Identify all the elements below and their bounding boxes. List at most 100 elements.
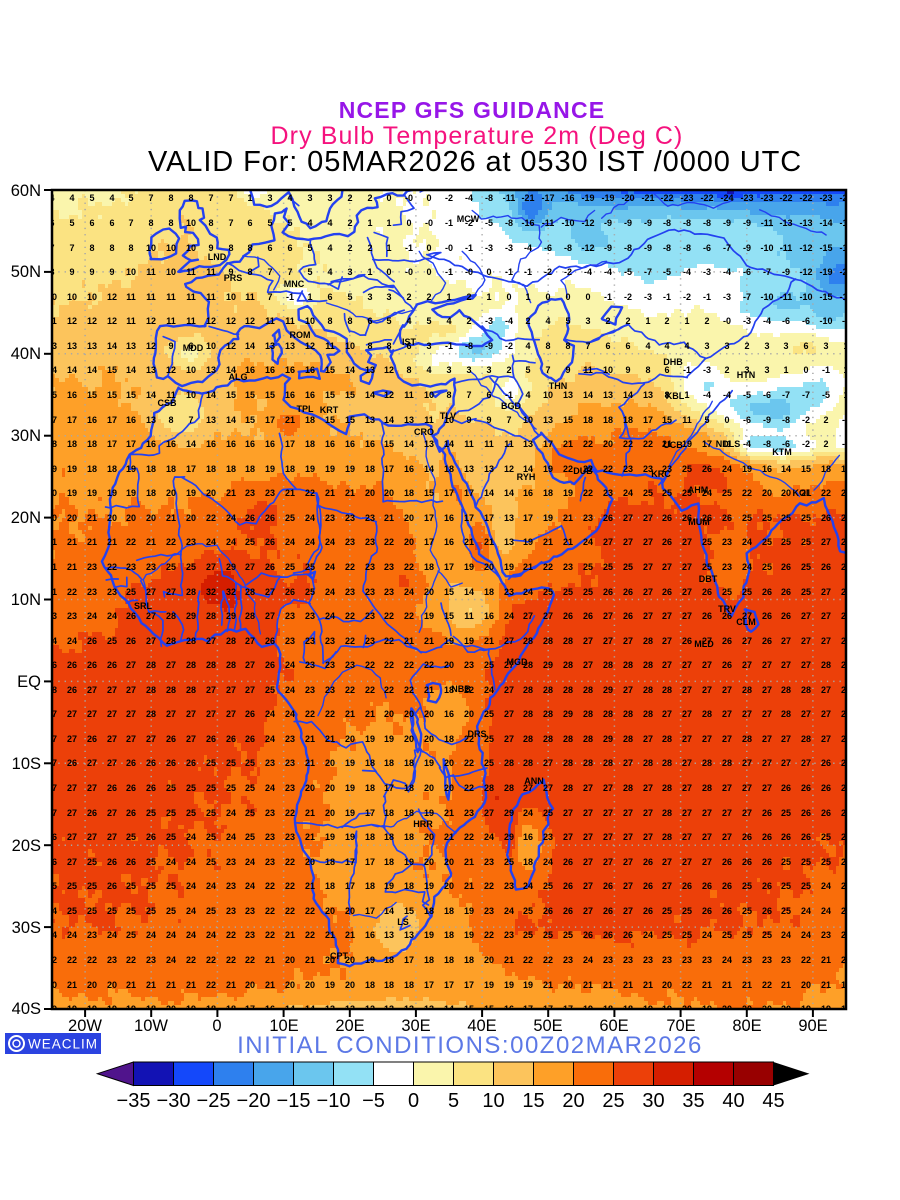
- svg-text:4: 4: [307, 218, 312, 228]
- svg-text:INITIAL CONDITIONS:00Z02MAR20: INITIAL CONDITIONS:00Z02MAR2026: [237, 1032, 703, 1059]
- svg-text:0: 0: [386, 267, 391, 277]
- svg-text:19: 19: [365, 734, 375, 744]
- svg-text:23: 23: [623, 955, 633, 965]
- svg-text:27: 27: [543, 783, 553, 793]
- svg-text:24: 24: [166, 955, 176, 965]
- svg-text:26: 26: [245, 734, 255, 744]
- svg-text:21: 21: [781, 980, 791, 990]
- svg-text:23: 23: [662, 955, 672, 965]
- svg-text:23: 23: [305, 611, 315, 621]
- svg-text:28: 28: [563, 758, 573, 768]
- svg-text:4: 4: [327, 243, 332, 253]
- svg-text:22: 22: [583, 488, 593, 498]
- svg-text:20: 20: [305, 857, 315, 867]
- svg-text:27: 27: [67, 783, 77, 793]
- svg-text:22: 22: [384, 636, 394, 646]
- svg-text:24: 24: [623, 488, 633, 498]
- svg-text:23: 23: [325, 636, 335, 646]
- svg-text:18: 18: [87, 439, 97, 449]
- svg-text:UCB: UCB: [663, 440, 683, 450]
- svg-text:27: 27: [662, 709, 672, 719]
- svg-text:DHB: DHB: [663, 357, 683, 367]
- svg-text:28: 28: [166, 685, 176, 695]
- svg-text:25: 25: [206, 857, 216, 867]
- svg-text:25: 25: [662, 930, 672, 940]
- svg-text:17: 17: [424, 537, 434, 547]
- svg-text:24: 24: [226, 537, 236, 547]
- svg-text:11: 11: [186, 292, 196, 302]
- svg-text:8: 8: [645, 365, 650, 375]
- svg-text:30: 30: [642, 1090, 664, 1112]
- svg-text:19: 19: [67, 1004, 77, 1014]
- svg-text:11: 11: [166, 316, 176, 326]
- svg-text:ROM: ROM: [290, 330, 311, 340]
- svg-text:27: 27: [166, 660, 176, 670]
- svg-text:12: 12: [245, 316, 255, 326]
- svg-text:KRC: KRC: [651, 469, 671, 479]
- svg-text:16: 16: [444, 537, 454, 547]
- svg-text:19: 19: [345, 783, 355, 793]
- svg-text:-1: -1: [286, 292, 294, 302]
- svg-text:25: 25: [742, 513, 752, 523]
- svg-text:-1: -1: [505, 267, 513, 277]
- svg-text:-4: -4: [604, 267, 612, 277]
- svg-text:20: 20: [484, 562, 494, 572]
- svg-text:21: 21: [226, 488, 236, 498]
- svg-text:28: 28: [583, 758, 593, 768]
- svg-text:11: 11: [126, 292, 136, 302]
- svg-text:22: 22: [583, 464, 593, 474]
- svg-text:-2: -2: [505, 341, 513, 351]
- svg-text:18: 18: [384, 980, 394, 990]
- svg-text:26: 26: [146, 783, 156, 793]
- svg-text:25: 25: [166, 906, 176, 916]
- svg-text:7: 7: [545, 365, 550, 375]
- svg-text:-3: -3: [723, 292, 731, 302]
- svg-text:26: 26: [583, 611, 593, 621]
- svg-text:23: 23: [226, 906, 236, 916]
- svg-text:18: 18: [603, 415, 613, 425]
- svg-text:-22: -22: [700, 193, 713, 203]
- svg-text:15: 15: [107, 365, 117, 375]
- svg-text:7: 7: [506, 415, 511, 425]
- svg-text:27: 27: [563, 808, 573, 818]
- svg-text:20: 20: [801, 980, 811, 990]
- svg-text:0: 0: [724, 415, 729, 425]
- svg-text:4: 4: [69, 193, 74, 203]
- svg-text:26: 26: [543, 906, 553, 916]
- svg-text:19: 19: [682, 439, 692, 449]
- svg-text:-11: -11: [542, 218, 555, 228]
- svg-text:22: 22: [305, 488, 315, 498]
- svg-text:24: 24: [265, 783, 275, 793]
- svg-text:ANN: ANN: [524, 776, 544, 786]
- svg-text:22: 22: [603, 464, 613, 474]
- svg-text:27: 27: [742, 636, 752, 646]
- svg-text:18: 18: [146, 1004, 156, 1014]
- svg-text:-15: -15: [839, 243, 852, 253]
- svg-text:21: 21: [345, 930, 355, 940]
- svg-text:25: 25: [126, 881, 136, 891]
- svg-text:40S: 40S: [12, 1000, 41, 1018]
- svg-text:11: 11: [206, 267, 216, 277]
- svg-text:28: 28: [841, 709, 851, 719]
- svg-text:26: 26: [107, 783, 117, 793]
- svg-text:14: 14: [464, 587, 474, 597]
- svg-text:28: 28: [523, 685, 533, 695]
- svg-text:9: 9: [208, 243, 213, 253]
- svg-text:27: 27: [742, 660, 752, 670]
- svg-text:26: 26: [87, 636, 97, 646]
- svg-text:32: 32: [206, 587, 216, 597]
- svg-text:18: 18: [245, 464, 255, 474]
- svg-text:16: 16: [146, 439, 156, 449]
- svg-text:19: 19: [543, 464, 553, 474]
- svg-text:23: 23: [265, 832, 275, 842]
- svg-text:11: 11: [265, 316, 275, 326]
- svg-text:27: 27: [801, 611, 811, 621]
- svg-text:70E: 70E: [666, 1017, 695, 1035]
- svg-text:-4: -4: [763, 316, 771, 326]
- svg-text:0: 0: [565, 292, 570, 302]
- svg-text:9: 9: [89, 267, 94, 277]
- svg-text:0: 0: [426, 267, 431, 277]
- svg-text:24: 24: [47, 906, 57, 916]
- svg-text:23: 23: [245, 930, 255, 940]
- svg-text:19: 19: [325, 980, 335, 990]
